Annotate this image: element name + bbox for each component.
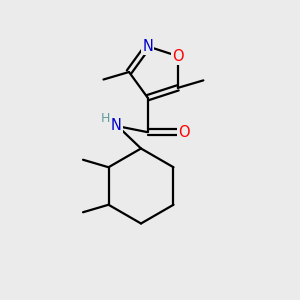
Text: O: O [172, 49, 184, 64]
Text: H: H [101, 112, 110, 125]
Text: O: O [178, 125, 190, 140]
Text: N: N [111, 118, 122, 133]
Text: N: N [142, 39, 153, 54]
